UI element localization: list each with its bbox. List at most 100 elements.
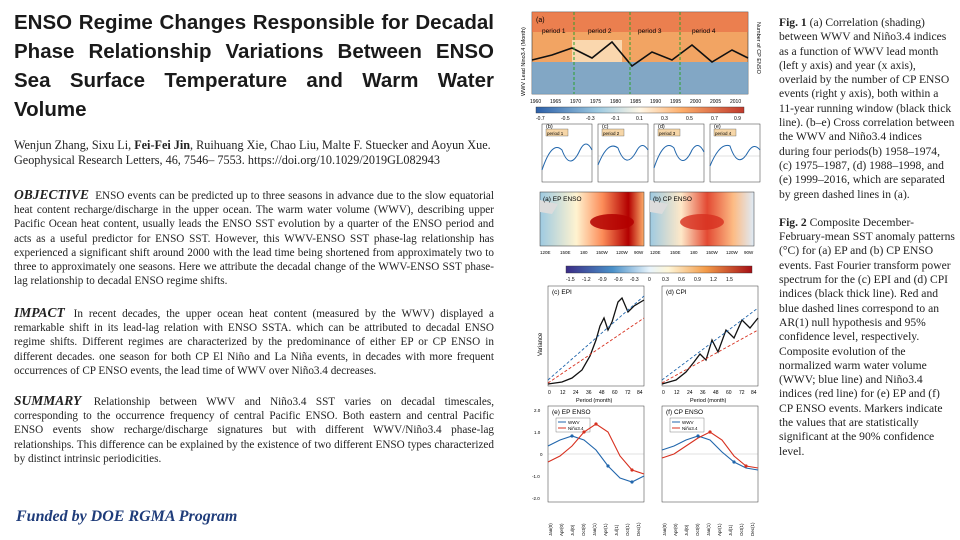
objective-text: ENSO events can be predicted up to three… [14,190,494,288]
fig1-colorbar [535,106,745,114]
fig2-spec-x-tick: 60 [612,390,618,396]
fig2-spec-x-label-c: Period (month) [576,398,613,404]
fig2-lon-tick: 90W [744,250,754,255]
fig1-cb-tick: 0.7 [711,116,718,122]
fig1-x-tick: 1970 [570,99,581,105]
fig2-cb-tick: 0.6 [678,277,685,283]
fig2-cb-tick: 0.3 [662,277,669,283]
fig2-lon-tick: 150W [706,250,719,255]
fig2-caption-text: Composite December-February-mean SST ano… [779,215,955,458]
impact-text: In recent decades, the upper ocean heat … [14,308,495,377]
fig2-lon-tick: 120E [650,250,661,255]
author-block: Wenjun Zhang, Sixu Li, Fei-Fei Jin, Ruih… [14,138,494,167]
fig2-cb-tick: 0 [648,277,651,283]
fig2-evolution-cp: (f) CP ENSO WWV Niño3.4 [661,405,759,503]
fig2-evo-e-legend: WWV Niño3.4 [555,417,591,433]
fig2-evolution-ep: (e) EP ENSO WWV Niño3.4 [547,405,645,503]
fig2-cb-tick: -0.9 [598,277,607,283]
fig1-e-label: (e) [714,124,721,130]
fig2-spec-x-tick: 24 [573,390,579,396]
fig1-x-tick: 2000 [690,99,701,105]
fig2-spec-x-tick: 0 [662,390,665,396]
fig2-spec-x-tick: 12 [560,390,566,396]
fig1-period-4: period 4 [692,28,716,35]
fig2-month-tick: Dec(1) [636,522,641,536]
fig2-evo-f-legend: WWV Niño3.4 [669,417,705,433]
fig2-map-b-label: (b) CP ENSO [653,196,692,203]
authors-highlight: Fei-Fei Jin [134,138,191,152]
fig2-spectrum-epi: (c) EPI [547,285,645,387]
fig2-month-tick: Oct(1) [625,523,630,536]
funding-note: Funded by DOE RGMA Program [16,508,238,525]
fig2-month-tick: Jan(1) [706,523,711,536]
fig2-lon-tick: 120E [540,250,551,255]
fig1-cb-tick: 0.3 [661,116,668,122]
fig2-cb-tick: -0.6 [614,277,623,283]
fig2-month-tick: Apr(0) [673,523,678,536]
fig2-lon-tick: 120W [726,250,739,255]
fig2-evo-f-label: (f) CP ENSO [666,409,703,416]
fig1-cb-tick: -0.5 [561,116,570,122]
fig2-spec-x-tick: 72 [739,390,745,396]
fig2-spec-c-label: (c) EPI [552,289,572,296]
fig2-month-tick: Jul(0) [570,524,575,536]
fig2-spec-x-tick: 84 [637,390,643,396]
figures-column: (a) period 1 period 2 period 3 period 4 … [521,11,761,536]
fig2-spec-x-ticks: 0 12 24 36 48 60 72 84 0 12 24 36 48 60 … [548,390,757,396]
objective-section: OBJECTIVE ENSO events can be predicted u… [14,187,494,288]
fig1-a-label: (a) [536,17,545,24]
fig2-lon-tick: 150W [596,250,609,255]
fig1-cb-tick: -0.7 [536,116,545,122]
fig2-month-tick: Oct(1) [739,523,744,536]
fig2-cb-tick: 1.2 [710,277,717,283]
fig2-month-tick: Jan(1) [592,523,597,536]
fig1-panel-d: (d) period 3 [653,123,705,183]
fig1-x-tick: 1975 [590,99,601,105]
fig1-d-period: period 3 [659,131,676,136]
fig2-month-tick: Jul(1) [614,524,619,536]
fig2-month-tick: Apr(0) [559,523,564,536]
fig2-month-tick: Jan(0) [548,523,553,536]
fig1-cb-tick: 0.5 [686,116,693,122]
fig1-c-label: (c) [602,124,609,130]
fig2-legend-wwv: WWV [568,420,580,425]
fig2-cb-tick: -1.2 [582,277,591,283]
fig1-panel-c: (c) period 2 [597,123,649,183]
fig2-spec-x-tick: 84 [751,390,757,396]
poster-title: ENSO Regime Changes Responsible for Deca… [14,11,494,121]
fig2-spec-y-label: Variance [538,332,544,356]
fig1-cb-tick: -0.1 [611,116,620,122]
fig2-cb-tick: -0.3 [630,277,639,283]
fig1-caption-label: Fig. 1 [779,16,807,29]
fig2-spec-x-tick: 72 [625,390,631,396]
fig2-evo-y-tick: 2.0 [534,408,541,413]
fig2-cb-tick: 0.9 [694,277,701,283]
fig2-month-tick: Jan(0) [662,523,667,536]
fig2-month-tick: Dec(1) [750,522,755,536]
fig2-spec-x-tick: 12 [674,390,680,396]
fig2-evo-y-tick: 0 [540,452,543,457]
fig1-x-tick: 1990 [650,99,661,105]
citation: Geophysical Research Letters, 46, 7546– … [14,152,440,167]
fig1-y-label: WWV Lead Nino3.4 (Month) [521,27,527,96]
fig2-spectrum-cpi: (d) CPI [661,285,759,387]
fig1-x-tick: 1960 [530,99,541,105]
fig1-x-tick: 2010 [730,99,741,105]
fig1-cross-correlation-panels: (b) period 1 (c) period 2 (d) period 3 (… [541,123,761,183]
fig1-cb-tick: 0.9 [734,116,741,122]
fig2-spec-x-label-d: Period (month) [690,398,727,404]
fig1-period-3: period 3 [638,28,662,35]
fig1-panel-a: (a) period 1 period 2 period 3 period 4 … [521,11,761,122]
fig2-lon-ticks: 120E 150E 180 150W 120W 90W 120E 150E 18… [540,250,754,255]
fig1-period-2: period 2 [588,28,612,35]
fig1-panel-b: (b) period 1 [541,123,593,183]
fig1-x-tick: 1985 [630,99,641,105]
fig1-c-period: period 2 [603,131,620,136]
impact-section: IMPACT In recent decades, the upper ocea… [14,305,495,378]
fig2-evo-y-tick: 1.0 [534,430,541,435]
fig2-lon-tick: 150E [560,250,571,255]
fig2-spec-d-label: (d) CPI [666,289,687,296]
fig1-d-label: (d) [658,124,665,130]
fig2-spec-x-tick: 48 [599,390,605,396]
fig2-legend-wwv: WWV [682,420,694,425]
